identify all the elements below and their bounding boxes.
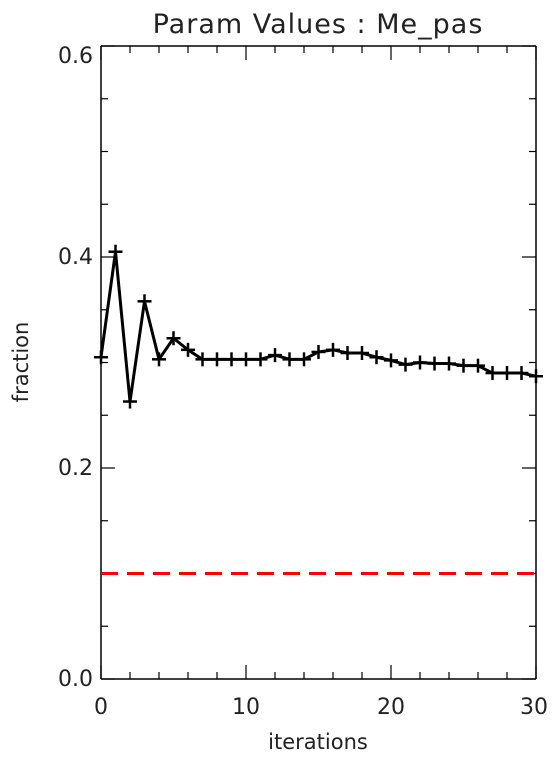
data-point-22 [413, 355, 427, 370]
series-line-0 [99, 250, 537, 404]
x-tick-label-3: 30 [520, 695, 548, 720]
data-point-11 [253, 352, 268, 367]
data-point-5 [166, 331, 181, 346]
y-tick-label-2: 0.4 [58, 245, 93, 270]
data-point-19 [369, 350, 384, 365]
data-point-13 [282, 352, 297, 367]
data-point-8 [210, 352, 224, 367]
data-point-10 [239, 352, 253, 367]
data-point-9 [224, 352, 239, 367]
data-point-16 [326, 342, 340, 357]
data-point-29 [514, 366, 529, 381]
data-point-12 [268, 348, 282, 363]
data-point-15 [311, 344, 326, 359]
data-point-0 [94, 350, 108, 365]
data-point-6 [181, 342, 195, 357]
data-point-20 [384, 353, 398, 368]
data-point-3 [137, 294, 152, 309]
data-point-30 [529, 369, 543, 384]
data-point-23 [427, 356, 442, 371]
data-point-2 [123, 394, 137, 409]
data-point-25 [456, 358, 471, 373]
x-tick-label-2: 20 [377, 695, 405, 720]
plot-frame [100, 45, 537, 680]
x-tick-label-0: 0 [94, 695, 108, 720]
y-tick-label-1: 0.2 [58, 456, 93, 481]
data-point-24 [442, 356, 456, 371]
data-point-14 [297, 352, 311, 367]
y-tick-label-3: 0.6 [58, 44, 93, 69]
data-point-28 [500, 366, 514, 381]
data-point-17 [340, 346, 355, 361]
y-axis-label: fraction [9, 322, 33, 403]
data-point-18 [355, 346, 369, 361]
chart-title: Param Values : Me_pas [153, 9, 484, 40]
data-point-26 [471, 358, 485, 373]
y-tick-label-0: 0.0 [58, 667, 93, 692]
data-point-4 [152, 352, 166, 367]
x-tick-label-1: 10 [232, 695, 260, 720]
data-point-1 [108, 244, 123, 259]
data-point-27 [485, 366, 500, 381]
data-point-7 [195, 352, 210, 367]
data-point-21 [398, 357, 413, 372]
x-axis-label: iterations [268, 730, 368, 754]
